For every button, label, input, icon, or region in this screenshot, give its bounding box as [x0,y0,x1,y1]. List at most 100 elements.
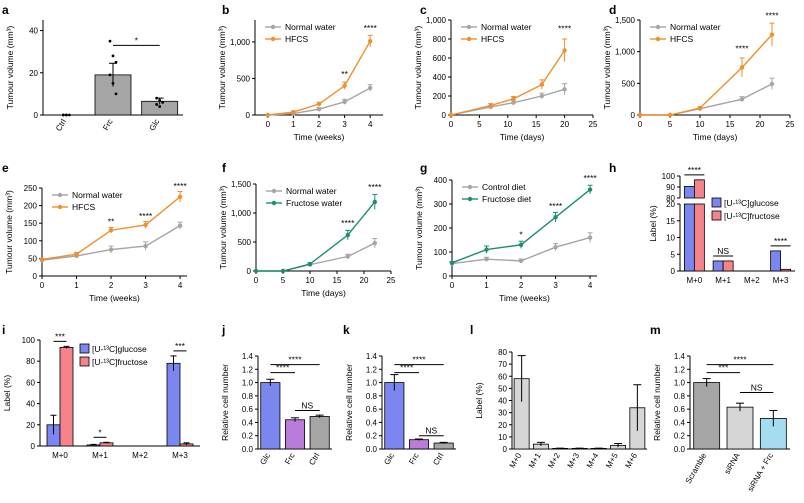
x-tick-label: 10 [503,120,512,129]
x-tick-label: Scramble [684,451,709,485]
x-axis-label: Time (days) [301,288,346,298]
x-tick-label: 3 [553,281,558,290]
y-axis-label: Tumour volume (mm³) [413,25,423,109]
y-tick-label: 0.2 [674,432,686,441]
panel-label: e [2,161,9,175]
y-tick-label: 0.2 [366,432,378,441]
y-tick-label: 0 [671,267,676,276]
chart-b: 0 1 2 3 4 0 500 1,000 Time (weeks) Tumour volume … [217,20,383,142]
y-tick-label: 300 [434,200,448,209]
bar [693,203,705,272]
panel-label: d [609,3,616,17]
chart-d: 0 5 10 15 20 25 0 500 1,000 1,500 Time (days) Tumou… [602,11,795,142]
x-tick-label: 15 [726,120,735,129]
data-point [562,48,567,53]
data-point [553,215,558,220]
chart-c: 0 5 10 15 20 25 0 200 400 600 800 1,000 Time (days) T… [413,16,598,142]
data-point [739,65,745,70]
y-tick-label: 0 [503,445,508,454]
x-tick-label: Glc [382,452,396,467]
y-tick-label: 0.0 [674,445,686,454]
chart-h: 80 90 100 0 5 10 15 20 Label (%) M+0 M+1 M+2 M+3 ****… [648,165,795,285]
panel-label: k [343,323,350,337]
data-point [108,247,114,252]
significance-label: * [519,230,523,240]
x-tick-label: Ctrl [54,117,68,132]
x-tick-label: 5 [281,276,286,285]
y-axis-label: Label (%) [648,205,658,242]
y-tick-label: 40 [26,400,35,409]
y-tick-label: 150 [24,219,38,228]
bar [284,419,306,450]
panel-label: a [2,3,9,17]
data-point [307,261,313,267]
y-tick-label: 0.8 [674,392,686,401]
x-tick-label: 1 [74,281,79,290]
x-tick-label: M+1 [527,451,543,470]
y-tick-label: 1.0 [366,379,378,388]
y-tick-label: 100 [24,237,38,246]
data-point [539,93,545,99]
data-point [316,106,322,112]
y-tick-label: 0.8 [242,392,254,401]
x-tick-label: 10 [696,120,705,129]
series-line-0 [256,242,376,272]
significance-label: **** [583,173,597,183]
data-dot [64,113,68,117]
data-point [345,232,350,238]
y-tick-label: 60 [26,378,35,387]
y-tick-label: 0 [631,111,636,120]
x-tick-label: 4 [178,281,183,290]
significance-label: **** [368,182,382,192]
data-dot [61,113,65,117]
y-tick-label: 200 [434,224,448,233]
chart-a: 0 20 40 Tumour volume (mm³) Ctrl Frc Glc * [5,20,183,133]
data-dot [111,81,115,85]
significance-label: **** [412,355,426,365]
data-point [342,99,347,105]
y-tick-label: 200 [433,92,447,101]
x-tick-label: M+4 [585,451,601,470]
x-tick-label: M+1 [92,451,108,460]
y-tick-label: 1.2 [242,365,254,374]
y-tick-label: 400 [434,176,448,185]
y-tick-label: 0 [247,267,252,276]
y-tick-label: 20 [29,69,38,78]
y-tick-label: 250 [24,184,38,193]
x-tick-label: Ctrl [307,451,321,466]
legend-label: [U-¹³C]glucose [92,344,147,354]
chart-e: 0 1 2 3 4 0 50 100 150 200 250 Time (weeks) Tumour v… [4,181,187,303]
data-point [448,112,454,118]
legend-label: [U-¹³C]fructose [92,357,148,367]
y-axis-label: Tumour volume (mm³) [602,25,612,109]
y-tick-label: 600 [433,54,447,63]
data-point [587,187,593,192]
legend-label: Fructose water [286,198,342,208]
y-tick-label: 0.4 [366,418,378,427]
x-tick-label: 5 [668,120,673,129]
bar [309,416,330,450]
y-tick-label: 0 [33,272,38,281]
data-point [74,251,79,257]
legend-label: Control diet [482,182,526,192]
significance-label: **** [173,181,187,191]
data-point [143,243,148,249]
legend-marker [467,196,473,202]
y-tick-label: 500 [622,79,636,88]
y-tick-label: 15 [666,217,675,226]
x-tick-label: Glc [258,452,272,467]
bar [693,382,721,450]
x-tick-label: Frc [283,452,297,467]
data-point [449,260,455,265]
series-line-0 [640,83,773,116]
y-tick-label: 0.6 [674,405,686,414]
significance-label: **** [688,165,702,175]
panel-label: f [222,161,227,175]
significance-label: **** [765,11,779,21]
x-tick-label: M+6 [623,451,639,470]
data-point [488,103,493,108]
legend-marker [271,188,277,194]
y-tick-label: 0.0 [366,445,378,454]
legend-label: [U-¹³C]glucose [724,198,779,208]
data-dot [161,100,165,104]
